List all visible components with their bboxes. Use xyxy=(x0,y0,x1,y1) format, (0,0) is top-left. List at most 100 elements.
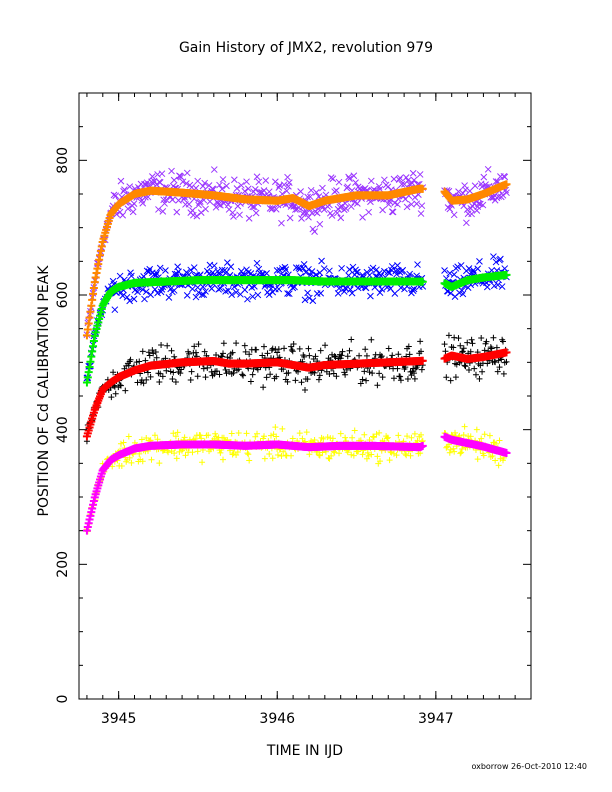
data-point xyxy=(486,432,493,439)
data-point xyxy=(338,352,345,359)
data-point xyxy=(305,265,312,273)
data-point xyxy=(495,193,502,200)
data-point xyxy=(459,290,467,298)
data-point xyxy=(280,181,288,189)
data-point xyxy=(149,347,156,354)
data-point xyxy=(388,263,396,270)
data-point xyxy=(178,366,185,373)
data-point xyxy=(285,290,293,298)
data-point xyxy=(500,370,507,377)
data-point xyxy=(348,336,355,343)
data-point xyxy=(376,289,384,296)
data-point xyxy=(498,283,506,290)
data-point xyxy=(181,434,188,441)
data-point xyxy=(376,185,384,193)
data-point xyxy=(224,354,231,361)
data-point xyxy=(389,352,396,359)
data-point xyxy=(292,264,300,271)
data-point xyxy=(393,452,400,459)
data-point xyxy=(220,456,227,463)
data-point xyxy=(347,203,355,210)
data-point xyxy=(193,212,201,220)
data-point xyxy=(169,196,176,204)
data-point xyxy=(389,208,397,216)
data-point xyxy=(199,283,207,291)
data-point xyxy=(342,371,349,378)
data-point xyxy=(274,349,281,356)
data-point xyxy=(179,178,187,186)
data-point xyxy=(175,268,182,275)
data-point xyxy=(148,456,155,463)
data-point xyxy=(173,455,180,462)
data-point xyxy=(468,210,475,218)
data-point xyxy=(222,366,229,373)
data-point xyxy=(251,283,258,290)
data-point xyxy=(460,345,467,352)
data-point xyxy=(454,263,462,271)
data-point xyxy=(139,286,147,293)
data-point xyxy=(476,258,483,265)
series-3 xyxy=(82,270,511,387)
data-point xyxy=(230,176,238,184)
data-point xyxy=(195,289,202,296)
data-point xyxy=(480,173,488,181)
data-point xyxy=(112,390,119,397)
y-tick-label: 600 xyxy=(55,282,71,309)
x-tick-label: 3946 xyxy=(259,711,295,727)
data-point xyxy=(130,295,138,303)
data-point xyxy=(367,177,375,185)
data-point xyxy=(215,201,222,208)
data-point xyxy=(322,342,329,349)
data-point xyxy=(244,450,251,457)
y-tick-label: 800 xyxy=(55,147,71,174)
data-point xyxy=(316,452,323,459)
data-point xyxy=(156,378,163,385)
data-point xyxy=(468,336,475,343)
data-point xyxy=(230,213,237,220)
data-point xyxy=(232,288,240,296)
data-point xyxy=(313,209,321,217)
data-point xyxy=(329,435,336,442)
data-point xyxy=(182,452,189,459)
data-point xyxy=(452,374,459,381)
data-point xyxy=(139,348,146,355)
data-point xyxy=(404,177,412,184)
data-point xyxy=(469,340,476,347)
data-point xyxy=(450,211,458,219)
data-point xyxy=(479,368,486,375)
data-point xyxy=(223,370,230,377)
data-point xyxy=(202,374,209,381)
data-point xyxy=(417,210,425,217)
data-point xyxy=(403,452,410,459)
data-point xyxy=(319,184,326,192)
data-point xyxy=(409,287,417,295)
data-point xyxy=(246,457,253,464)
data-point xyxy=(275,184,283,191)
data-point xyxy=(289,348,296,355)
data-point xyxy=(117,382,124,389)
data-point xyxy=(376,429,383,436)
data-point xyxy=(288,452,295,459)
data-point xyxy=(461,362,468,369)
data-point xyxy=(183,292,191,299)
data-point xyxy=(465,367,472,374)
data-point xyxy=(411,194,419,201)
data-point xyxy=(262,177,270,184)
data-point xyxy=(386,198,393,205)
data-point xyxy=(337,430,344,437)
data-point xyxy=(217,285,224,292)
trend-point xyxy=(502,180,511,189)
data-point xyxy=(374,382,381,389)
data-point xyxy=(397,284,405,292)
data-point xyxy=(362,346,369,353)
data-point xyxy=(126,297,134,305)
data-point xyxy=(176,448,183,455)
data-point xyxy=(462,363,469,370)
data-point xyxy=(261,282,269,290)
data-point xyxy=(197,209,205,216)
data-point xyxy=(124,205,132,213)
data-point xyxy=(252,209,260,217)
data-point xyxy=(304,289,311,297)
data-point xyxy=(275,285,283,293)
data-point xyxy=(224,259,231,266)
